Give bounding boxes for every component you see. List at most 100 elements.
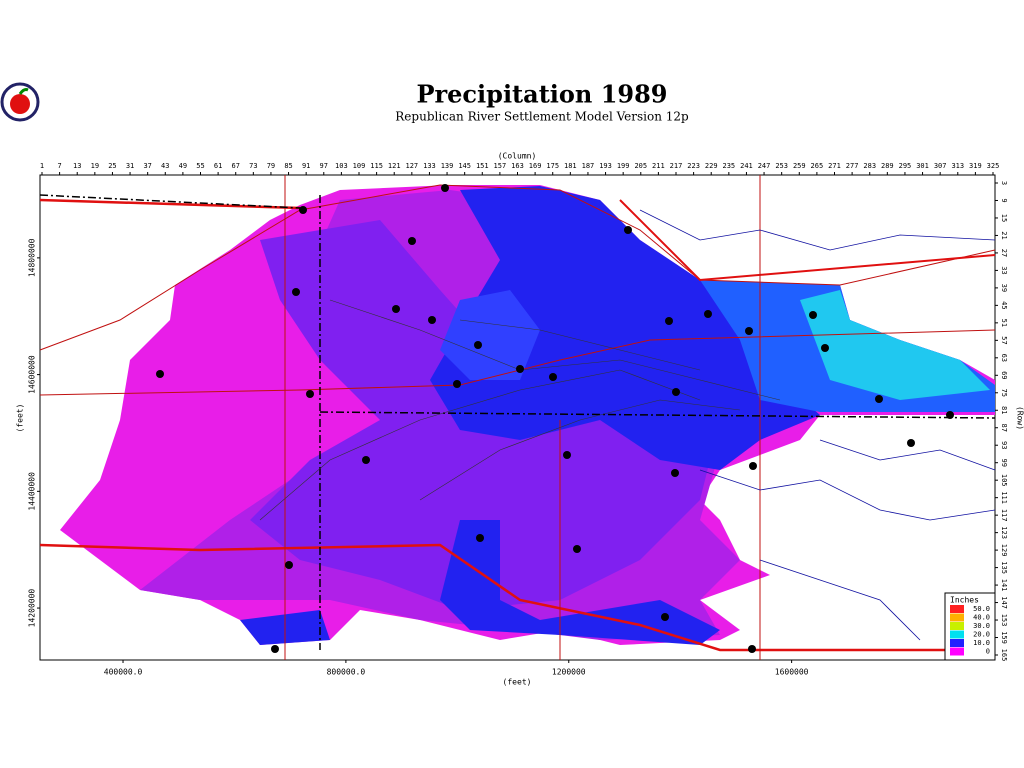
column-tick-label: 313 — [951, 162, 964, 170]
title: Precipitation 1989 — [416, 80, 667, 109]
legend-swatch — [950, 647, 964, 656]
column-tick-label: 145 — [458, 162, 471, 170]
column-tick-label: 229 — [705, 162, 718, 170]
row-tick-label: 51 — [1000, 319, 1008, 327]
column-tick-label: 133 — [423, 162, 436, 170]
precip-zone — [430, 186, 820, 470]
column-tick-label: 295 — [899, 162, 912, 170]
row-tick-label: 141 — [1000, 579, 1008, 592]
legend-label: 30.0 — [973, 622, 990, 630]
row-tick-label: 39 — [1000, 284, 1008, 292]
x-tick-label: 800000.0 — [327, 668, 366, 677]
row-tick-label: 99 — [1000, 458, 1008, 466]
column-tick-label: 181 — [564, 162, 577, 170]
y-tick-label: 14800000 — [28, 238, 37, 277]
row-tick-label: 93 — [1000, 441, 1008, 449]
row-tick-label: 21 — [1000, 231, 1008, 239]
column-tick-label: 55 — [196, 162, 204, 170]
row-tick-label: 57 — [1000, 336, 1008, 344]
column-tick-label: 187 — [582, 162, 595, 170]
column-tick-label: 211 — [652, 162, 665, 170]
column-tick-label: 37 — [143, 162, 151, 170]
y-tick-label: 14600000 — [28, 355, 37, 394]
row-tick-label: 3 — [1000, 181, 1008, 185]
column-tick-label: 205 — [634, 162, 647, 170]
y-label: (feet) — [16, 404, 25, 433]
row-tick-label: 117 — [1000, 509, 1008, 522]
column-tick-label: 169 — [529, 162, 542, 170]
roads — [39, 175, 996, 660]
row-tick-label: 129 — [1000, 544, 1008, 557]
column-tick-label: 31 — [126, 162, 134, 170]
column-tick-label: 85 — [284, 162, 292, 170]
legend-swatch — [950, 639, 964, 647]
row-label: (Row) — [1016, 406, 1024, 430]
column-tick-label: 253 — [775, 162, 788, 170]
precip-zone — [440, 520, 720, 645]
column-tick-label: 265 — [811, 162, 824, 170]
column-tick-label: 13 — [73, 162, 81, 170]
column-label: (Column) — [498, 152, 537, 161]
x-label: (feet) — [503, 678, 532, 687]
column-tick-label: 247 — [758, 162, 771, 170]
column-tick-label: 223 — [687, 162, 700, 170]
column-tick-label: 157 — [494, 162, 507, 170]
column-tick-label: 49 — [179, 162, 187, 170]
column-tick-label: 103 — [335, 162, 348, 170]
row-tick-label: 159 — [1000, 631, 1008, 644]
column-tick-label: 127 — [406, 162, 419, 170]
x-tick-label: 400000.0 — [104, 668, 143, 677]
column-tick-label: 25 — [108, 162, 116, 170]
legend-swatch — [950, 613, 964, 622]
streams — [259, 299, 781, 521]
column-tick-label: 121 — [388, 162, 401, 170]
column-tick-label: 235 — [723, 162, 736, 170]
legend-swatch — [950, 605, 964, 613]
row-tick-label: 27 — [1000, 249, 1008, 257]
row-tick-label: 105 — [1000, 474, 1008, 487]
row-tick-label: 135 — [1000, 561, 1008, 574]
column-tick-label: 163 — [511, 162, 524, 170]
column-tick-label: 217 — [670, 162, 683, 170]
row-tick-label: 111 — [1000, 491, 1008, 504]
column-tick-label: 139 — [441, 162, 454, 170]
column-tick-label: 301 — [916, 162, 929, 170]
column-tick-label: 307 — [934, 162, 947, 170]
y-tick-label: 14200000 — [28, 589, 37, 628]
column-tick-label: 193 — [599, 162, 612, 170]
legend-label: 50.0 — [973, 605, 990, 613]
column-tick-label: 199 — [617, 162, 630, 170]
column-tick-label: 61 — [214, 162, 222, 170]
subtitle: Republican River Settlement Model Versio… — [395, 110, 689, 124]
row-tick-label: 33 — [1000, 266, 1008, 274]
column-tick-label: 43 — [161, 162, 169, 170]
row-tick-label: 123 — [1000, 526, 1008, 539]
legend-title: Inches — [950, 596, 979, 605]
row-tick-label: 9 — [1000, 198, 1008, 202]
column-tick-label: 325 — [987, 162, 1000, 170]
row-tick-label: 87 — [1000, 424, 1008, 432]
column-tick-label: 109 — [353, 162, 366, 170]
column-tick-label: 271 — [828, 162, 841, 170]
column-tick-label: 289 — [881, 162, 894, 170]
row-tick-label: 75 — [1000, 389, 1008, 397]
y-tick-label: 14400000 — [28, 472, 37, 511]
legend: Inches 50.040.030.020.010.00 — [944, 592, 996, 661]
x-tick-label: 1600000 — [775, 668, 809, 677]
column-tick-label: 67 — [232, 162, 240, 170]
column-tick-label: 319 — [969, 162, 982, 170]
column-tick-label: 19 — [91, 162, 99, 170]
column-tick-label: 259 — [793, 162, 806, 170]
legend-label: 20.0 — [973, 631, 990, 639]
precip-zone — [440, 290, 540, 380]
legend-label: 40.0 — [973, 614, 990, 622]
column-tick-label: 277 — [846, 162, 859, 170]
column-tick-label: 73 — [249, 162, 257, 170]
column-tick-label: 79 — [267, 162, 275, 170]
column-tick-label: 175 — [546, 162, 559, 170]
state-lines — [39, 194, 996, 650]
column-tick-label: 97 — [320, 162, 328, 170]
row-tick-label: 153 — [1000, 614, 1008, 627]
